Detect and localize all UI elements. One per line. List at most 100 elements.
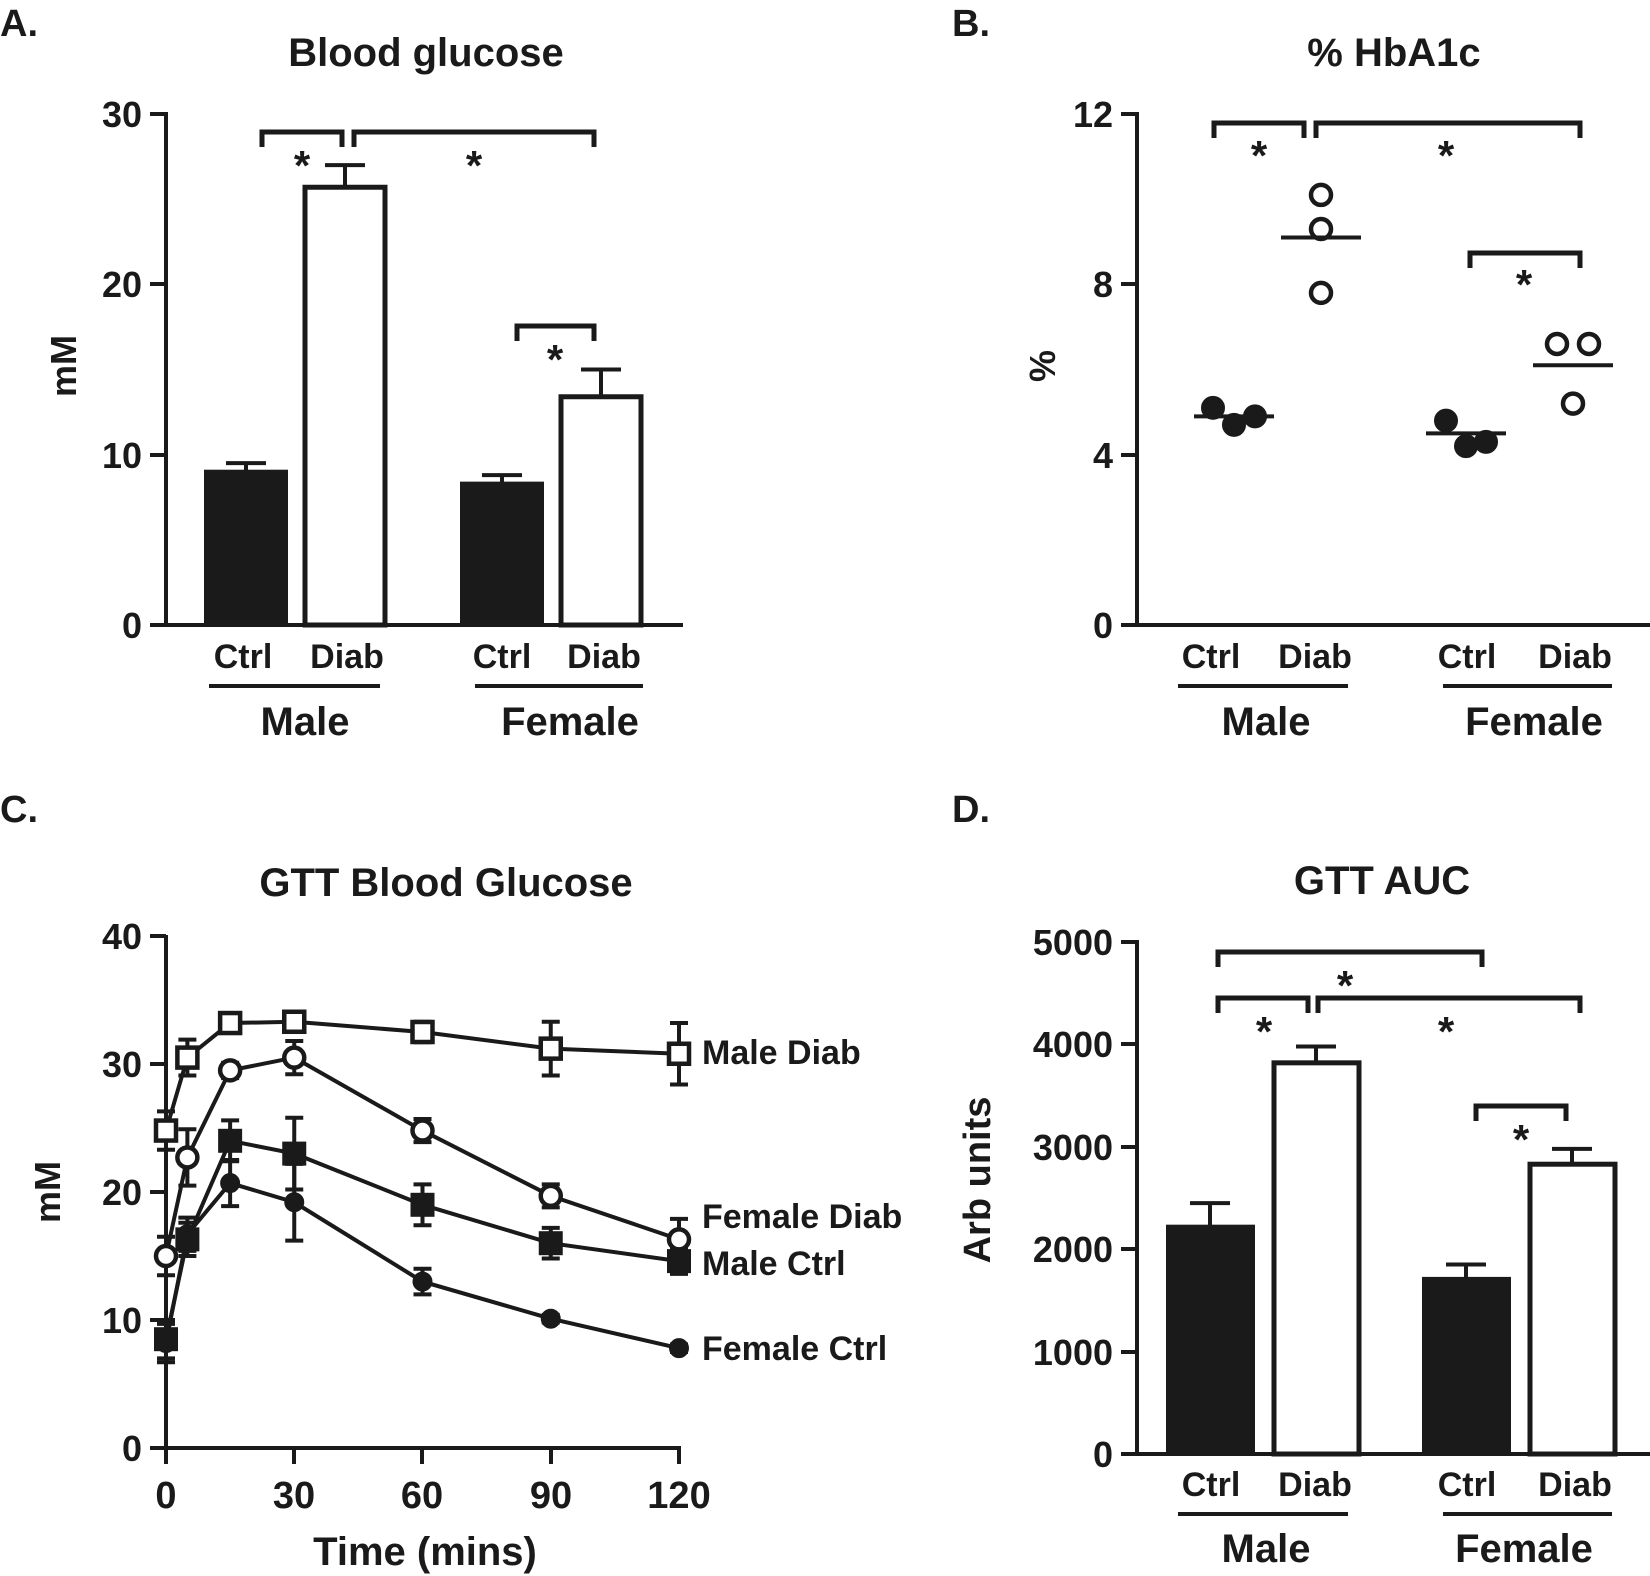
panel-d-y-ticks: 0 1000 2000 3000 4000 5000 (1033, 922, 1137, 1475)
panel-c-series-label-male-diab: Male Diab (702, 1034, 861, 1072)
panel-a-errorbar-female-ctrl (482, 473, 522, 484)
panel-a-x-tick-label: Ctrl (473, 638, 532, 676)
panel-c-y-tick-label: 20 (102, 1172, 142, 1213)
panel-d-bracket-diab (1315, 995, 1583, 1013)
panel-d-significance: * * * * (1215, 949, 1583, 1163)
panel-d-star: * (1256, 1008, 1273, 1055)
panel-b-bracket-female (1467, 250, 1583, 268)
panel-b-point-male-ctrl (1201, 395, 1225, 420)
panel-a-y-ticks: 0 10 20 30 (102, 94, 166, 646)
panel-b-points (1194, 182, 1613, 459)
panel-b-bracket-male (1211, 120, 1307, 138)
panel-c-legend: Male Diab Female Diab Male Ctrl Female C… (702, 1034, 902, 1368)
panel-d-y-tick-label: 5000 (1033, 922, 1113, 963)
panel-d-star: * (1337, 962, 1354, 1009)
panel-c-point-female-ctrl (220, 1173, 241, 1194)
panel-c-y-ticks: 0 10 20 30 40 (102, 916, 166, 1469)
panel-b-label: B. (952, 3, 990, 45)
panel-d-title: GTT AUC (1294, 859, 1470, 903)
panel-b-y-tick-label: 4 (1093, 435, 1113, 476)
panel-c-point-male-diab (282, 1009, 307, 1035)
panel-d-x-tick-label: Ctrl (1438, 1466, 1497, 1504)
panel-c: C. GTT Blood Glucose mM Time (mins) 0 10… (0, 789, 902, 1574)
panel-a-label: A. (0, 3, 38, 45)
panel-d-label: D. (952, 789, 990, 831)
panel-b-x-tick-label: Diab (1278, 638, 1352, 676)
panel-a: A. Blood glucose mM 0 10 20 30 (0, 3, 683, 744)
panel-a-y-tick-label: 0 (122, 605, 142, 646)
panel-c-point-female-diab (217, 1058, 243, 1083)
panel-d-y-tick-label: 3000 (1033, 1127, 1113, 1168)
panel-b-y-tick-label: 12 (1073, 94, 1113, 135)
panel-d-bracket-ctrl (1215, 949, 1485, 967)
panel-b-y-ticks: 0 4 8 12 (1073, 94, 1137, 646)
panel-d-x-tick-label: Diab (1278, 1466, 1352, 1504)
panel-b-point-male-diab (1308, 280, 1334, 306)
panel-a-x-tick-label: Diab (310, 638, 384, 676)
panel-b-categories: Ctrl Diab Ctrl Diab Male Female (1178, 638, 1612, 744)
panel-b-x-tick-label: Ctrl (1438, 638, 1497, 676)
panel-c-x-tick-label: 60 (401, 1475, 443, 1517)
panel-c-point-male-ctrl (218, 1128, 243, 1153)
panel-c-point-male-ctrl (282, 1141, 307, 1166)
panel-d-bar-male-ctrl (1166, 1224, 1255, 1456)
panel-a-y-tick-label: 10 (102, 435, 142, 476)
panel-a-y-tick-label: 20 (102, 264, 142, 305)
panel-d-bars (1166, 1044, 1618, 1457)
panel-a-group-label: Male (261, 700, 350, 744)
panel-d-errorbar-female-ctrl (1446, 1262, 1486, 1279)
panel-a-errorbar-male-ctrl (226, 461, 266, 472)
panel-c-series-label-male-ctrl: Male Ctrl (702, 1245, 846, 1283)
panel-b-point-female-diab (1576, 331, 1602, 357)
panel-c-y-tick-label: 10 (102, 1300, 142, 1341)
panel-c-point-male-ctrl (154, 1327, 178, 1352)
panel-b-point-male-diab (1308, 182, 1334, 208)
panel-d-errorbar-male-diab (1296, 1044, 1336, 1063)
panel-a-star: * (466, 142, 483, 189)
panel-a-x-tick-label: Diab (567, 638, 641, 676)
panel-c-point-male-diab (538, 1036, 563, 1061)
panel-b-point-male-ctrl (1222, 412, 1246, 437)
panel-b: B. % HbA1c % 0 4 8 12 * * * Ctrl Diab (952, 3, 1650, 744)
panel-c-point-male-ctrl (175, 1227, 200, 1252)
panel-c-point-male-ctrl (538, 1231, 563, 1256)
panel-b-significance: * * * (1211, 120, 1583, 308)
panel-d-bracket-female (1473, 1103, 1569, 1121)
panel-a-significance: * * * (259, 129, 597, 383)
panel-d-group-label: Male (1222, 1527, 1311, 1571)
panel-c-series (153, 1009, 692, 1365)
panel-c-point-female-diab (175, 1145, 200, 1170)
panel-d-bar-female-diab (1527, 1161, 1618, 1457)
panel-b-title: % HbA1c (1307, 31, 1480, 75)
panel-a-bars (204, 163, 644, 628)
panel-c-point-female-diab (410, 1118, 435, 1143)
panel-c-x-ticks: 0 30 60 90 120 (155, 1448, 711, 1517)
panel-c-point-female-ctrl (412, 1271, 433, 1292)
panel-a-bracket-female (514, 323, 597, 341)
panel-c-point-male-diab (217, 1010, 243, 1036)
panel-a-star: * (547, 336, 564, 383)
panel-a-bar-male-ctrl (204, 469, 288, 628)
panel-d-bracket-male (1215, 995, 1311, 1013)
panel-c-label: C. (0, 789, 38, 831)
panel-b-point-female-ctrl (1474, 429, 1498, 454)
panel-d-errorbar-male-ctrl (1190, 1201, 1230, 1227)
panel-d-star: * (1513, 1116, 1530, 1163)
panel-b-y-label: % (1022, 350, 1063, 382)
panel-c-point-female-ctrl (284, 1192, 305, 1213)
panel-b-bracket-diab (1313, 120, 1583, 138)
panel-b-y-tick-label: 8 (1093, 264, 1113, 305)
panel-d-errorbar-female-diab (1552, 1146, 1592, 1165)
panel-d-x-tick-label: Diab (1538, 1466, 1612, 1504)
panel-c-line-male-ctrl (164, 1138, 680, 1340)
panel-c-point-female-diab (282, 1045, 307, 1070)
panel-a-bar-female-diab (558, 394, 644, 628)
panel-c-series-label-female-diab: Female Diab (702, 1198, 902, 1236)
panel-a-y-label: mM (43, 335, 84, 397)
panel-d-categories: Ctrl Diab Ctrl Diab Male Female (1178, 1466, 1612, 1571)
panel-c-point-male-diab (153, 1118, 179, 1143)
panel-d-star: * (1438, 1008, 1455, 1055)
panel-b-star: * (1251, 132, 1268, 179)
panel-c-point-female-ctrl (540, 1308, 561, 1329)
